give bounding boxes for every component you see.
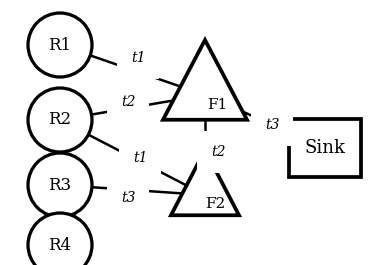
Polygon shape [163,40,247,120]
Text: t1: t1 [133,151,147,165]
Text: R1: R1 [49,37,71,54]
Text: t3: t3 [265,118,279,132]
Text: t1: t1 [131,51,145,65]
Text: Sink: Sink [304,139,345,157]
Text: F2: F2 [205,197,225,210]
Text: t3: t3 [121,191,135,205]
Text: R3: R3 [49,176,71,193]
Text: F1: F1 [207,98,228,112]
Text: R2: R2 [49,112,71,129]
Circle shape [28,88,92,152]
Circle shape [28,153,92,217]
Circle shape [28,13,92,77]
Text: t2: t2 [211,145,225,159]
Text: t2: t2 [121,95,135,109]
Text: R4: R4 [49,236,71,254]
Circle shape [28,213,92,265]
Polygon shape [171,150,239,215]
Bar [289,119,361,177]
